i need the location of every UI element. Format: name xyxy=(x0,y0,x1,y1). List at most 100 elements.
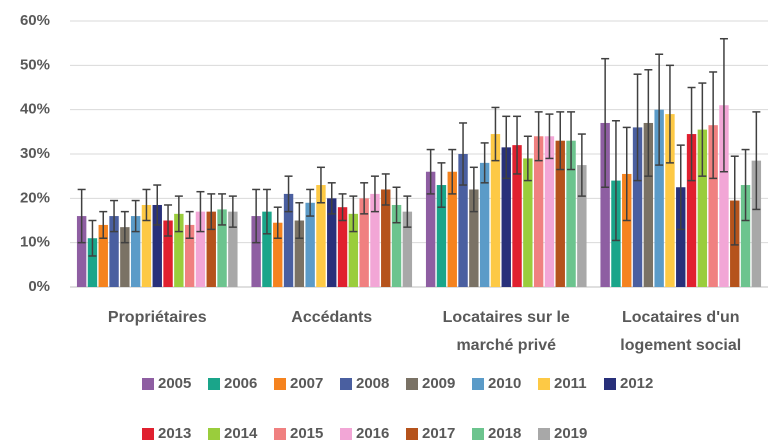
bar xyxy=(370,193,380,287)
bar xyxy=(381,189,391,287)
bar xyxy=(359,198,369,287)
error-bar xyxy=(262,188,271,235)
bar xyxy=(654,109,664,288)
error-bar xyxy=(523,135,532,182)
error-bar xyxy=(284,175,293,213)
bar xyxy=(251,216,261,287)
legend-swatch xyxy=(142,378,154,390)
bar xyxy=(98,224,108,287)
legend-label: 2005 xyxy=(158,375,191,392)
legend-label: 2015 xyxy=(290,425,323,442)
error-bar xyxy=(327,182,336,215)
x-tick-label: Accédants xyxy=(291,309,373,326)
bar xyxy=(533,136,544,287)
bar xyxy=(469,189,479,287)
legend-label: 2017 xyxy=(422,425,455,442)
x-tick-label: Propriétaires xyxy=(107,309,207,326)
error-bar xyxy=(655,53,664,166)
bar xyxy=(555,140,565,287)
bar xyxy=(600,122,610,287)
error-bar xyxy=(448,148,457,195)
error-bar xyxy=(469,166,478,213)
bar xyxy=(490,134,501,287)
bar xyxy=(751,160,762,287)
error-bar xyxy=(164,204,173,237)
error-bar xyxy=(381,173,390,206)
error-bar xyxy=(687,86,696,182)
error-bar xyxy=(120,210,129,244)
error-bar xyxy=(88,219,97,257)
error-bar xyxy=(709,71,718,180)
bar xyxy=(708,125,718,287)
error-bar xyxy=(719,37,728,173)
legend-swatch xyxy=(406,428,418,440)
error-bar xyxy=(77,188,86,244)
error-bar xyxy=(360,182,369,215)
error-bar xyxy=(426,148,435,195)
bar xyxy=(174,213,184,287)
legend-label: 2013 xyxy=(158,425,191,442)
bar xyxy=(719,105,729,287)
bar xyxy=(632,127,643,288)
bar xyxy=(120,227,130,287)
bar xyxy=(686,134,697,287)
bar xyxy=(402,211,413,287)
error-bar xyxy=(218,193,227,226)
legend-label: 2011 xyxy=(554,375,587,392)
bar xyxy=(665,114,675,287)
bar xyxy=(425,171,436,287)
bar xyxy=(305,202,315,287)
bar xyxy=(152,204,162,287)
legend-label: 2009 xyxy=(422,375,455,392)
y-tick-label: 0% xyxy=(28,278,50,295)
legend-swatch xyxy=(604,378,616,390)
legend-label: 2006 xyxy=(224,375,257,392)
legend-swatch xyxy=(538,428,550,440)
x-tick-label: Locataires sur le marché privé xyxy=(442,309,570,354)
bar xyxy=(348,213,359,287)
y-tick-label: 50% xyxy=(20,56,50,73)
bar xyxy=(195,211,206,287)
error-bar xyxy=(752,111,761,211)
legend-label: 2010 xyxy=(488,375,521,392)
x-tick-label: Locataires d'un logement social xyxy=(620,309,742,354)
bar xyxy=(294,220,305,287)
error-bar xyxy=(174,195,183,233)
legend-swatch xyxy=(340,378,352,390)
bar xyxy=(740,185,751,287)
bar xyxy=(447,171,457,287)
legend-swatch xyxy=(472,428,484,440)
error-bar xyxy=(437,162,446,208)
error-bar xyxy=(99,210,108,239)
y-tick-label: 10% xyxy=(20,234,50,251)
error-bar xyxy=(273,206,282,239)
error-bar xyxy=(633,73,642,182)
bar xyxy=(163,220,173,287)
error-bar xyxy=(730,155,739,246)
error-bar xyxy=(622,126,631,222)
error-bar xyxy=(567,111,576,171)
error-bar xyxy=(131,199,140,233)
y-tick-label: 20% xyxy=(20,189,50,206)
bar xyxy=(643,122,654,287)
bar xyxy=(512,145,522,287)
bar xyxy=(577,165,587,287)
bar xyxy=(676,187,686,287)
error-bar xyxy=(349,195,358,233)
bar xyxy=(622,173,632,287)
error-bar xyxy=(577,133,586,197)
error-bar xyxy=(153,184,162,226)
bar xyxy=(206,211,216,287)
legend-label: 2016 xyxy=(356,425,389,442)
error-bar xyxy=(676,144,685,231)
bar xyxy=(109,216,119,287)
error-bar xyxy=(196,190,205,233)
bar xyxy=(141,204,152,287)
error-bar xyxy=(480,142,489,184)
y-tick-label: 40% xyxy=(20,101,50,118)
error-bar xyxy=(502,115,511,180)
error-bar xyxy=(741,148,750,222)
bar xyxy=(130,216,141,287)
